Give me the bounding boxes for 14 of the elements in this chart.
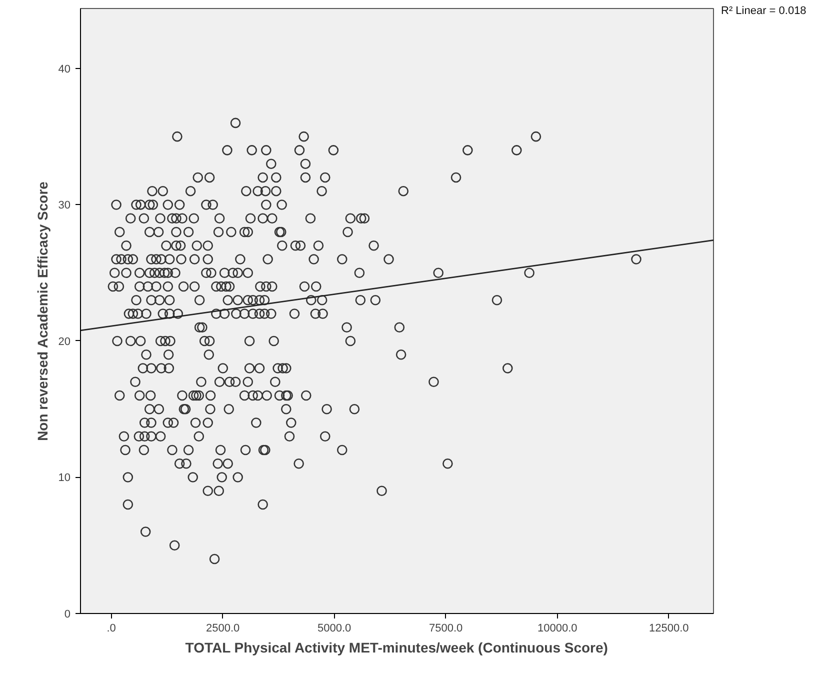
x-tick-label: .0 (106, 622, 116, 634)
y-tick-label: 40 (58, 63, 71, 76)
y-tick-label: 10 (58, 472, 71, 484)
x-tick-label: 5000.0 (318, 622, 352, 634)
text: R² Linear = 0.018 (721, 4, 806, 19)
x-tick-label: 12500.0 (649, 622, 689, 634)
y-tick-label: 30 (58, 200, 71, 212)
x-tick-label: 7500.0 (429, 622, 463, 634)
y-tick-label: 0 (64, 608, 71, 620)
y-tick-label: 20 (58, 336, 71, 348)
x-tick-label: 2500.0 (206, 622, 240, 634)
y-axis-title: Non reversed Academic Efficacy Score (34, 181, 50, 441)
x-tick-label: 10000.0 (537, 622, 578, 634)
x-axis-title: TOTAL Physical Activity MET-minutes/week (Continuous Score) (185, 640, 608, 656)
